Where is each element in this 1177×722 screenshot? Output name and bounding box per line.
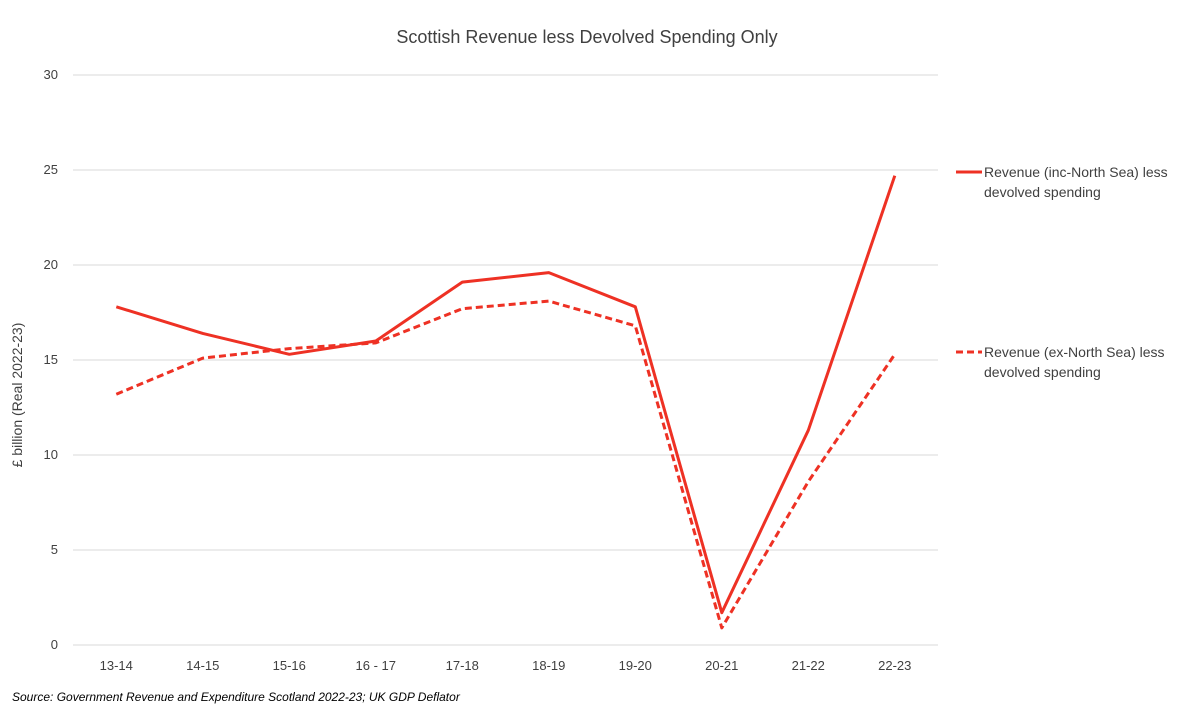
y-tick-label: 20 [44, 257, 58, 272]
y-tick-label: 25 [44, 162, 58, 177]
x-tick-labels: 13-14 14-15 15-16 16 - 17 17-18 18-19 19-20 20-… [100, 658, 912, 673]
y-tick-labels: 0 5 10 15 20 25 30 [44, 67, 58, 652]
legend-label-2: Revenue (ex-North Sea) less devolved spen… [984, 344, 1165, 380]
x-tick-label: 22-23 [878, 658, 911, 673]
gridlines [73, 74, 938, 646]
source-note: Source: Government Revenue and Expenditu… [12, 690, 461, 704]
y-axis-label: £ billion (Real 2022-23) [9, 323, 25, 468]
x-tick-label: 13-14 [100, 658, 133, 673]
y-tick-label: 5 [51, 542, 58, 557]
x-tick-label: 15-16 [273, 658, 306, 673]
y-tick-label: 10 [44, 447, 58, 462]
series-line-2 [115, 299, 897, 630]
x-tick-label: 21-22 [792, 658, 825, 673]
x-tick-label: 19-20 [619, 658, 652, 673]
legend: Revenue (inc-North Sea) less devolved spe… [956, 164, 1168, 380]
y-tick-label: 30 [44, 67, 58, 82]
series-lines [115, 175, 897, 630]
x-tick-label: 17-18 [446, 658, 479, 673]
x-tick-label: 14-15 [186, 658, 219, 673]
series-line-1 [115, 175, 897, 615]
y-tick-label: 0 [51, 637, 58, 652]
x-tick-label: 20-21 [705, 658, 738, 673]
x-tick-label: 18-19 [532, 658, 565, 673]
x-tick-label: 16 - 17 [356, 658, 396, 673]
chart-title: Scottish Revenue less Devolved Spending … [396, 27, 777, 47]
y-tick-label: 15 [44, 352, 58, 367]
legend-label-1: Revenue (inc-North Sea) less devolved spe… [984, 164, 1168, 200]
